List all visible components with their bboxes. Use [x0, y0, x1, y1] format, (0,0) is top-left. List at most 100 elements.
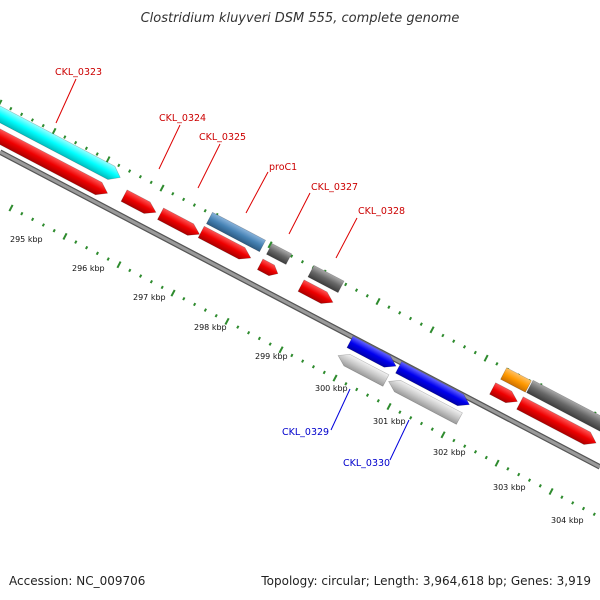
inner-tick-minor	[560, 495, 564, 499]
cds-red-small[interactable]	[256, 258, 280, 279]
cds-red-right-a[interactable]	[489, 382, 521, 408]
axis-label-299: 299 kbp	[255, 352, 288, 361]
gene-label-ckl-0330[interactable]: CKL_0330	[343, 458, 390, 469]
inner-tick-minor	[419, 421, 424, 426]
outer-tick-minor	[192, 203, 196, 207]
inner-tick-minor	[182, 296, 186, 301]
inner-tick-minor	[41, 223, 45, 227]
inner-tick-major	[8, 204, 14, 212]
inner-tick-minor	[365, 393, 370, 397]
cds-ckl-0328[interactable]	[307, 264, 345, 294]
callout-line-proc1	[245, 171, 269, 214]
cds-ckl-0323[interactable]	[0, 91, 124, 184]
outer-tick-minor	[300, 260, 304, 264]
axis-label-301: 301 kbp	[373, 417, 406, 426]
outer-tick-minor	[149, 180, 153, 185]
cds-red-gene[interactable]	[0, 126, 111, 200]
gene-label-ckl-0324[interactable]: CKL_0324	[159, 113, 206, 124]
inner-tick-minor	[322, 370, 326, 375]
outer-tick-minor	[117, 163, 121, 168]
cds-gray-right[interactable]	[526, 379, 600, 433]
inner-tick-minor	[398, 410, 402, 414]
gene-label-ckl-0325[interactable]: CKL_0325	[199, 132, 246, 143]
inner-tick-minor	[463, 444, 467, 448]
inner-tick-minor	[430, 427, 434, 431]
cds-ckl-0324[interactable]	[120, 189, 159, 218]
inner-tick-minor	[160, 285, 164, 290]
inner-tick-minor	[257, 336, 261, 341]
inner-tick-minor	[473, 450, 478, 454]
gene-label-ckl-0329[interactable]: CKL_0329	[282, 427, 329, 438]
cds-ckl-0329-a[interactable]	[346, 335, 399, 372]
outer-tick-minor	[441, 333, 445, 338]
inner-tick-minor	[128, 268, 132, 273]
inner-tick-minor	[74, 240, 78, 244]
inner-tick-major	[62, 232, 68, 240]
inner-tick-minor	[214, 313, 218, 318]
axis-label-302: 302 kbp	[433, 448, 466, 457]
outer-tick-minor	[290, 254, 294, 258]
outer-tick-minor	[9, 106, 13, 111]
outer-tick-minor	[495, 362, 499, 366]
cds-ckl-0327[interactable]	[266, 243, 292, 265]
inner-tick-minor	[517, 472, 521, 477]
axis-label-304: 304 kbp	[551, 516, 584, 525]
callout-line-ckl-0323	[55, 78, 77, 124]
cds-orange[interactable]	[500, 367, 532, 393]
outer-tick-major	[483, 354, 489, 362]
cds-ckl-0330[interactable]	[386, 376, 463, 425]
accession-text: Accession: NC_009706	[9, 574, 145, 588]
inner-tick-minor	[506, 467, 510, 471]
outer-tick-minor	[462, 345, 467, 349]
inner-tick-minor	[149, 279, 153, 284]
inner-tick-minor	[311, 365, 315, 369]
gene-label-ckl-0327[interactable]: CKL_0327	[311, 182, 358, 193]
inner-tick-minor	[538, 484, 542, 488]
outer-tick-major	[105, 156, 111, 164]
cds-red-0328[interactable]	[297, 279, 336, 308]
inner-tick-minor	[268, 342, 272, 346]
cds-ckl-0330-a[interactable]	[395, 361, 473, 411]
callout-line-ckl-0327	[288, 192, 311, 235]
cds-ckl-0329[interactable]	[335, 350, 390, 387]
gene-label-ckl-0328[interactable]: CKL_0328	[358, 206, 405, 217]
inner-tick-minor	[106, 257, 110, 261]
cds-proc1[interactable]	[197, 225, 254, 264]
axis-label-298: 298 kbp	[194, 323, 227, 332]
outer-tick-major	[267, 241, 273, 249]
callout-line-ckl-0329	[330, 388, 351, 431]
feature-track	[0, 91, 600, 449]
outer-tick-minor	[387, 305, 391, 309]
outer-tick-minor	[203, 208, 207, 213]
inner-tick-minor	[236, 325, 240, 329]
cds-red-right-b[interactable]	[516, 396, 600, 449]
cds-ckl-0325[interactable]	[157, 207, 202, 240]
outer-tick-minor	[171, 191, 175, 196]
inner-tick-minor	[52, 228, 56, 233]
outer-tick-minor	[419, 322, 423, 326]
inner-tick-major	[386, 402, 392, 411]
axis-labels: 295 kbp 296 kbp 297 kbp 298 kbp 299 kbp …	[10, 235, 584, 525]
callout-line-ckl-0328	[335, 217, 358, 259]
inner-tick-minor	[203, 308, 207, 312]
inner-tick-minor	[247, 330, 251, 335]
gene-label-proc1[interactable]: proC1	[269, 162, 297, 173]
inner-tick-minor	[592, 512, 596, 517]
inner-tick-minor	[355, 387, 359, 392]
gene-label-ckl-0323[interactable]: CKL_0323	[55, 67, 102, 78]
cds-proc1-repeat[interactable]	[206, 211, 266, 253]
inner-tick-minor	[344, 382, 348, 386]
inner-tick-minor	[31, 217, 35, 222]
inner-tick-minor	[527, 478, 532, 482]
inner-tick-minor	[139, 274, 143, 278]
outer-tick-major	[159, 184, 165, 192]
inner-tick-minor	[290, 353, 294, 358]
inner-tick-minor	[20, 211, 24, 216]
inner-tick-minor	[301, 359, 305, 363]
outer-tick-minor	[398, 311, 402, 315]
outer-tick-minor	[128, 169, 132, 173]
outer-tick-minor	[408, 316, 413, 321]
axis-label-297: 297 kbp	[133, 293, 166, 302]
genome-summary-text: Topology: circular; Length: 3,964,618 bp…	[260, 574, 591, 588]
inner-tick-major	[278, 346, 284, 354]
